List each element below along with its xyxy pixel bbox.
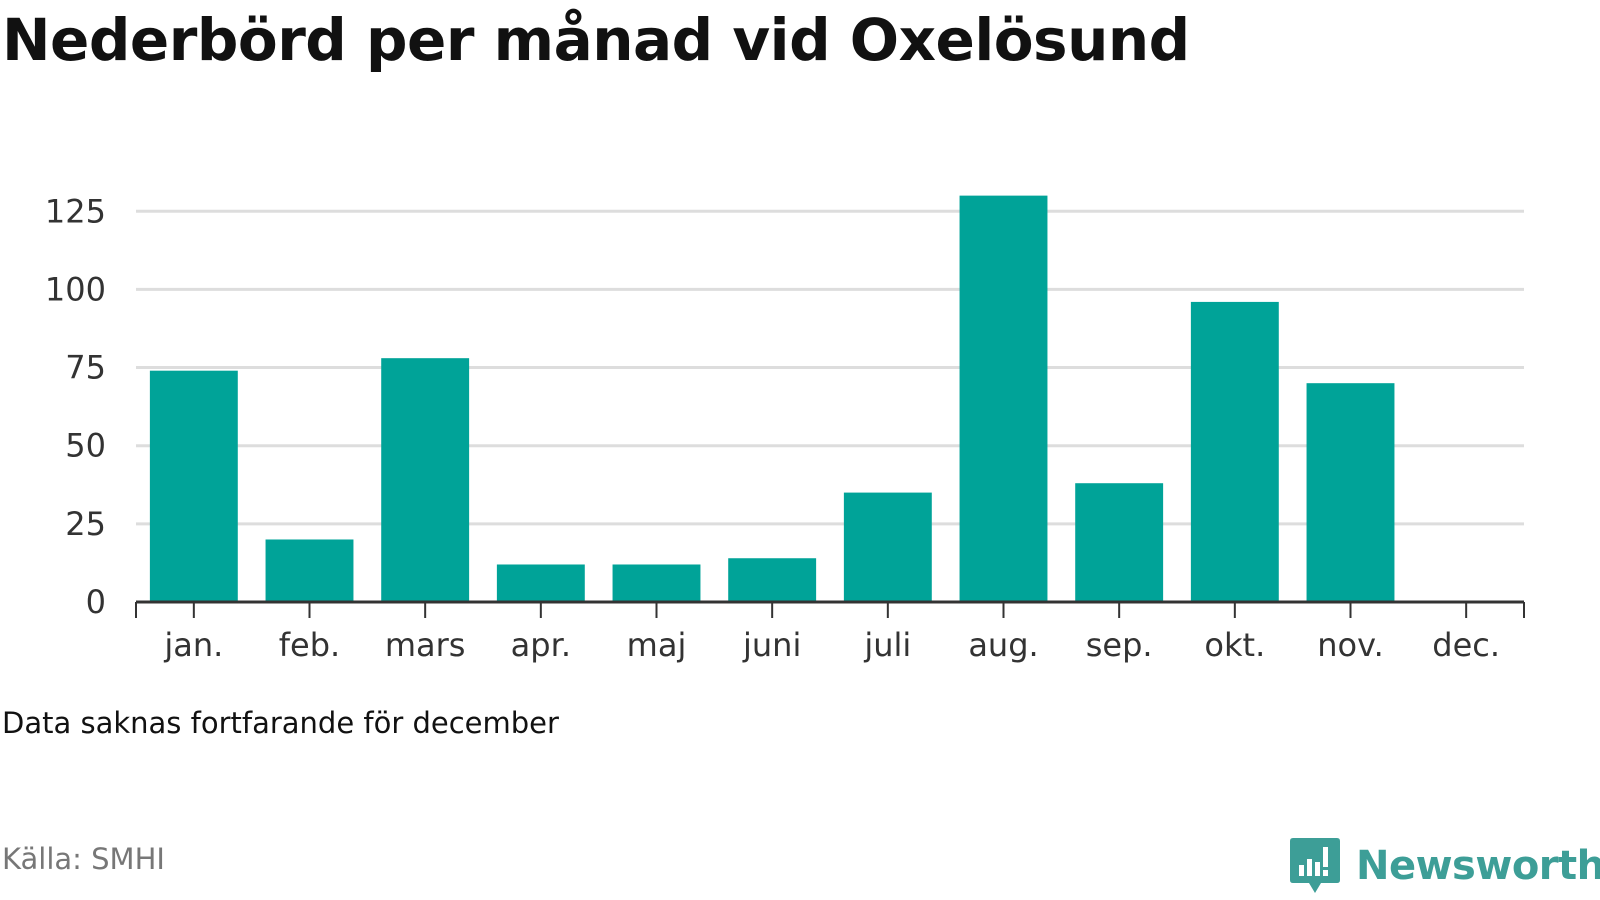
bar [1306,383,1395,602]
footnote: Data saknas fortfarande för december [2,706,559,740]
chart-title: Nederbörd per månad vid Oxelösund [2,6,1190,74]
bar [149,370,238,602]
y-tick-label: 0 [86,583,106,621]
bar [381,358,470,602]
newsworthy-logo-icon [1290,838,1340,893]
bars [149,195,1395,602]
source-label: Källa: SMHI [2,842,165,876]
x-tick-label: dec. [1432,626,1500,664]
x-tick-label: okt. [1204,626,1265,664]
y-axis-ticks: 0 25 50 75 100 125 [45,192,106,621]
bar [959,195,1048,602]
brand-logo: Newsworthy [1290,838,1600,894]
gridlines [136,209,1524,526]
y-tick-label: 75 [65,349,106,387]
y-tick-label: 100 [45,270,106,308]
bar [728,558,817,602]
y-tick-label: 125 [45,192,106,230]
x-tick-label: juni [742,626,801,664]
brand-name: Newsworthy [1356,843,1600,889]
bar [265,539,354,602]
x-tick-label: nov. [1317,626,1383,664]
x-tick-label: aug. [968,626,1038,664]
x-tick-label: jan. [163,626,223,664]
bar [496,564,585,602]
bar [843,492,932,602]
x-tick-label: sep. [1086,626,1153,664]
x-axis: jan. feb. mars apr. maj juni juli aug. sep. okt. n… [135,600,1525,664]
x-tick-label: apr. [511,626,571,664]
bar [1190,301,1279,602]
x-tick-label: maj [627,626,687,664]
y-tick-label: 25 [65,505,106,543]
y-tick-label: 50 [65,427,106,465]
x-tick-label: feb. [279,626,340,664]
bar [1075,483,1164,602]
bar [612,564,701,602]
x-tick-label: mars [385,626,466,664]
x-tick-label: juli [863,626,911,664]
